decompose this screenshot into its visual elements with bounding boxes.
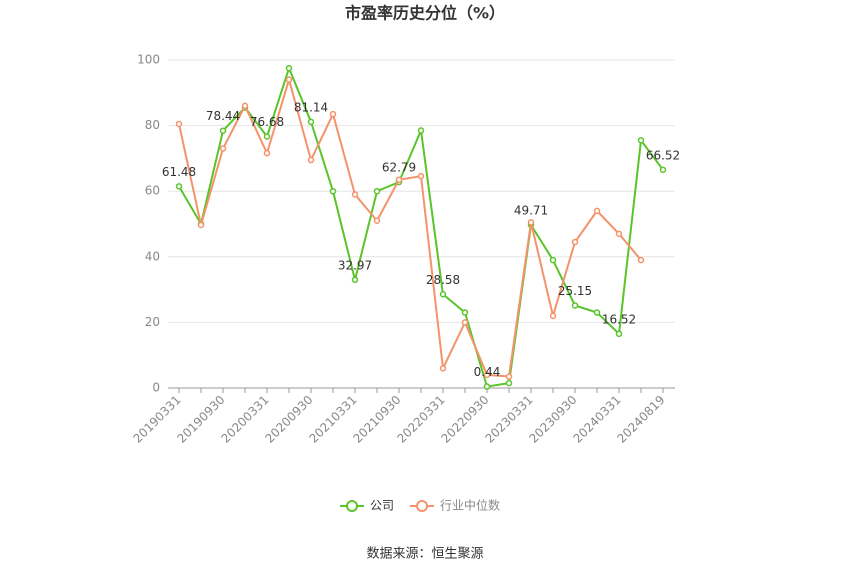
data-point <box>197 221 205 229</box>
legend-label: 公司 <box>370 499 394 513</box>
data-point <box>263 149 271 157</box>
data-label: 81.14 <box>294 100 328 114</box>
data-point <box>395 176 403 183</box>
data-label: 25.15 <box>558 284 592 298</box>
data-point <box>461 309 469 316</box>
data-point <box>483 383 491 390</box>
data-point <box>219 127 227 134</box>
data-label: 28.58 <box>426 273 460 287</box>
data-point <box>505 379 513 387</box>
data-point <box>329 187 337 195</box>
data-point <box>439 365 447 372</box>
data-point <box>571 238 579 246</box>
legend-marker <box>416 500 428 512</box>
data-point <box>263 133 271 140</box>
data-point <box>175 183 183 190</box>
data-point <box>175 120 183 128</box>
data-point <box>637 137 645 144</box>
data-point <box>637 256 645 264</box>
data-point <box>285 76 293 83</box>
y-tick-label: 60 <box>145 184 160 198</box>
data-point <box>527 219 535 226</box>
y-tick-label: 100 <box>137 53 160 67</box>
data-point <box>615 330 623 338</box>
data-point <box>593 309 601 316</box>
data-point <box>351 276 359 284</box>
data-point <box>417 127 425 134</box>
data-point <box>549 312 557 320</box>
data-point <box>373 217 381 224</box>
data-point <box>571 302 579 309</box>
legend-label: 行业中位数 <box>440 498 500 513</box>
data-label: 62.79 <box>382 161 416 175</box>
legend-item: 公司 <box>340 499 394 513</box>
data-point <box>241 102 249 110</box>
data-point <box>439 291 447 298</box>
data-point <box>615 230 623 238</box>
data-point <box>307 118 315 126</box>
data-point <box>461 319 469 326</box>
data-point <box>307 156 315 164</box>
data-label: 61.48 <box>162 165 196 179</box>
data-label: 76.68 <box>250 115 284 129</box>
y-tick-label: 0 <box>152 381 160 395</box>
legend-marker <box>346 500 358 512</box>
data-point <box>219 145 227 152</box>
series-line <box>178 76 642 378</box>
data-label: 78.44 <box>206 109 240 123</box>
data-label: 49.71 <box>514 203 548 217</box>
x-tick-label: 20240819 <box>615 393 668 446</box>
data-point <box>373 187 381 195</box>
chart-title: 市盈率历史分位（%） <box>345 4 505 23</box>
y-tick-label: 20 <box>145 315 160 329</box>
data-label: 16.52 <box>602 312 636 326</box>
data-label: 0.44 <box>474 365 501 379</box>
data-point <box>593 207 601 215</box>
source-note: 数据来源：恒生聚源 <box>366 547 483 562</box>
data-point <box>417 172 425 180</box>
data-point <box>329 110 337 118</box>
y-tick-label: 80 <box>145 118 160 132</box>
data-point <box>351 191 359 198</box>
data-label: 66.52 <box>646 148 680 162</box>
data-point <box>505 373 513 380</box>
data-point <box>483 371 491 379</box>
y-tick-label: 40 <box>145 249 160 263</box>
data-label: 32.97 <box>338 258 372 272</box>
data-point <box>659 166 667 174</box>
data-point <box>549 256 557 264</box>
legend-item: 行业中位数 <box>410 498 500 513</box>
data-point <box>285 64 293 72</box>
